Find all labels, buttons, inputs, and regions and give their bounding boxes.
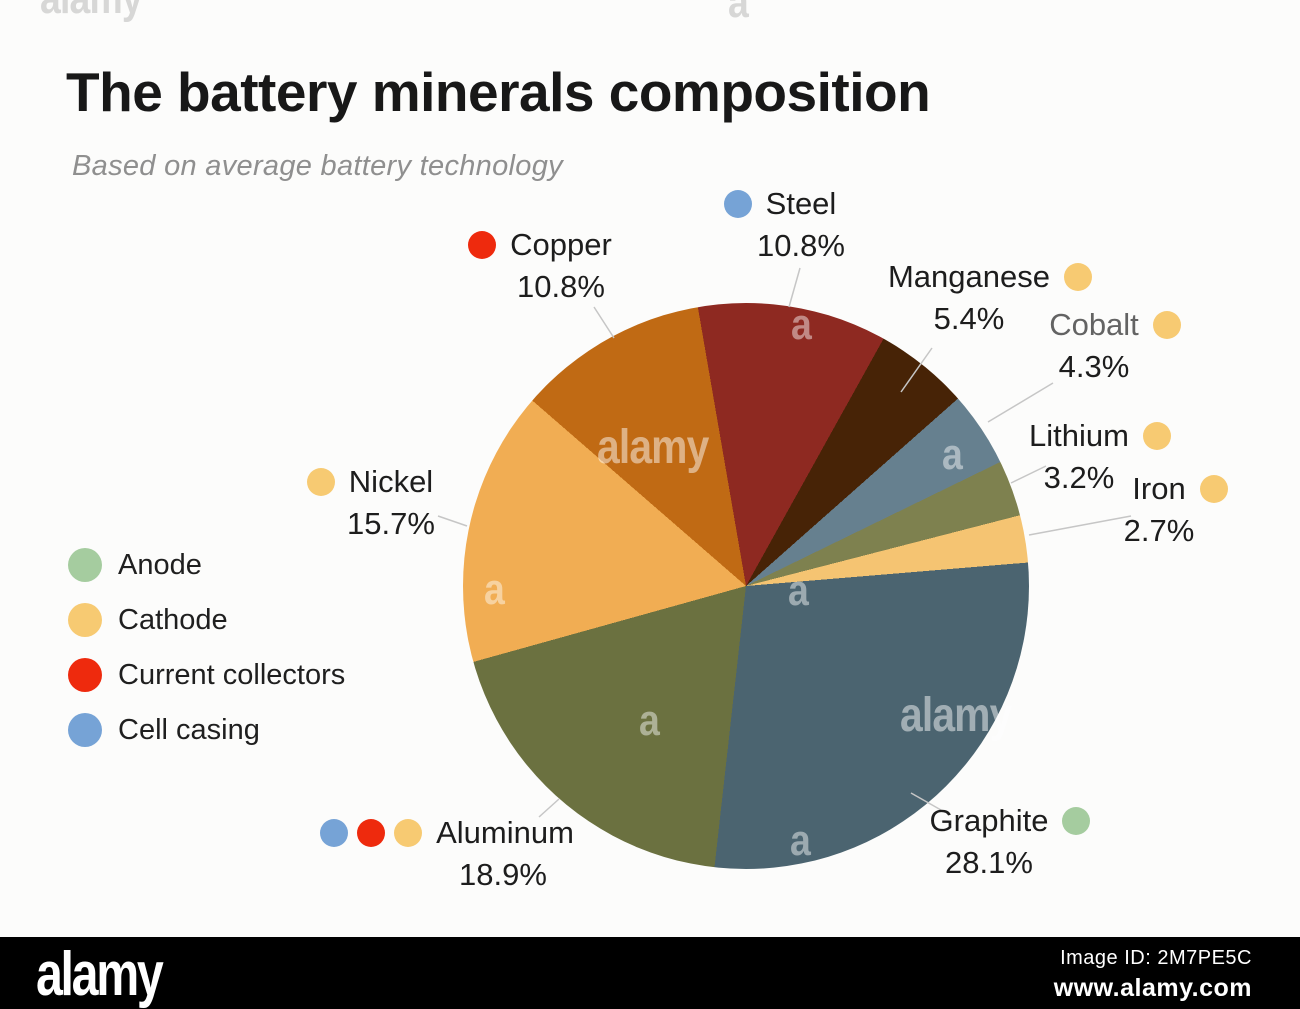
slice-value: 18.9% (459, 857, 547, 892)
callout-iron: Iron 2.7% (1105, 468, 1255, 552)
legend-item-anode: Anode (68, 548, 345, 582)
pie-chart (463, 303, 1029, 869)
callout-aluminum: Aluminum 18.9% (302, 812, 592, 896)
slice-value: 28.1% (945, 845, 1033, 880)
alamy-logo: alamy (36, 940, 164, 1009)
slice-label: Cobalt (1049, 307, 1139, 342)
slice-value: 10.8% (757, 228, 845, 263)
slice-value: 10.8% (517, 269, 605, 304)
legend-label: Current collectors (118, 658, 346, 691)
slice-value: 3.2% (1043, 460, 1115, 495)
slice-label: Manganese (887, 259, 1050, 294)
current-collectors-dot-icon (468, 231, 497, 259)
callout-lithium: Lithium 3.2% (1015, 415, 1185, 499)
cell-casing-dot-icon (723, 190, 752, 218)
callout-nickel: Nickel 15.7% (285, 461, 455, 545)
cathode-dot-icon (1199, 475, 1228, 503)
legend-item-cathode: Cathode (68, 603, 345, 637)
anode-dot-icon (1062, 807, 1091, 835)
chart-title: The battery minerals composition (66, 61, 931, 123)
slice-label: Nickel (348, 464, 434, 499)
alamy-url: www.alamy.com (1053, 974, 1252, 1002)
watermark-tile-letter: a (728, 0, 749, 27)
slice-label: Iron (1132, 471, 1186, 506)
cathode-dot-icon (1064, 263, 1092, 291)
watermark-bar: alamy Image ID: 2M7PE5C www.alamy.com (0, 937, 1300, 1009)
legend: Anode Cathode Current collectors Cell ca… (68, 548, 345, 768)
cathode-color-dot-icon (68, 603, 102, 637)
image-id: Image ID: 2M7PE5C (1060, 947, 1252, 969)
anode-color-dot-icon (68, 548, 102, 582)
slice-label: Copper (510, 227, 612, 262)
current-collectors-color-dot-icon (68, 658, 102, 692)
legend-item-cell-casing: Cell casing (68, 713, 345, 747)
legend-label: Anode (118, 548, 202, 581)
slice-value: 15.7% (347, 506, 435, 541)
slice-label: Lithium (1029, 418, 1129, 453)
slice-value: 2.7% (1123, 513, 1195, 548)
callout-cobalt: Cobalt 4.3% (1030, 304, 1200, 388)
legend-label: Cell casing (118, 713, 260, 746)
cathode-dot-icon (306, 468, 335, 496)
cathode-dot-icon (1142, 422, 1171, 450)
cell-casing-color-dot-icon (68, 713, 102, 747)
slice-value: 5.4% (933, 301, 1005, 336)
slice-label: Graphite (929, 803, 1049, 838)
slice-label: Steel (765, 186, 837, 221)
leader-copper (593, 306, 615, 339)
callout-copper: Copper 10.8% (445, 224, 635, 308)
watermark-brand-text: alamy (40, 0, 143, 24)
cell-casing-dot-icon (320, 819, 349, 847)
footer-credits: Image ID: 2M7PE5C www.alamy.com (1054, 947, 1252, 1003)
chart-subtitle: Based on average battery technology (72, 150, 563, 182)
callout-manganese: Manganese 5.4% (880, 256, 1100, 340)
leader-steel (788, 267, 801, 308)
callout-steel: Steel 10.8% (690, 183, 870, 267)
callout-graphite: Graphite 28.1% (915, 800, 1105, 884)
legend-label: Cathode (118, 603, 228, 636)
slice-label: Aluminum (436, 815, 574, 850)
cathode-dot-icon (1152, 311, 1181, 339)
current-collectors-dot-icon (357, 819, 386, 847)
slice-value: 4.3% (1058, 349, 1130, 384)
category-dots (320, 819, 423, 847)
cathode-dot-icon (394, 819, 423, 847)
legend-item-current-collectors: Current collectors (68, 658, 345, 692)
